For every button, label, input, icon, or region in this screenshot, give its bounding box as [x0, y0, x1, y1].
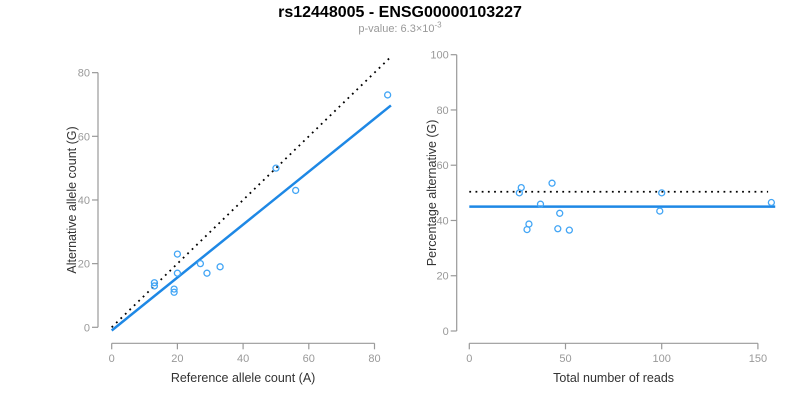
data-point [658, 189, 666, 197]
percentage-alternative-scatter: 0 50 100 150 0 20 40 60 80 100 Total number of rea… [425, 50, 776, 385]
y-tick-label: 0 [443, 326, 449, 338]
x-tick-label: 0 [466, 353, 472, 365]
y-tick-label: 20 [436, 271, 448, 283]
data-point [383, 91, 392, 99]
x-tick-label: 100 [653, 353, 671, 365]
x-tick-label: 60 [303, 353, 315, 365]
data-point [170, 288, 178, 296]
regression-line [110, 104, 392, 332]
data-point [536, 200, 545, 208]
data-point [767, 198, 776, 207]
x-tick-label: 50 [559, 353, 571, 365]
subtitle-text: p-value: 6.3×10 [358, 23, 435, 35]
y-tick-label: 40 [436, 215, 448, 227]
y-axis-title: Percentage alternative (G) [425, 120, 439, 267]
data-point [548, 179, 556, 187]
data-point [173, 250, 182, 258]
data-point [173, 269, 182, 277]
x-tick-label: 40 [237, 353, 249, 365]
subtitle-exponent: -3 [434, 20, 442, 30]
y-tick-label: 60 [436, 160, 448, 172]
data-point [150, 282, 159, 290]
y-tick-label: 80 [78, 68, 90, 80]
plot-subtitle: p-value: 6.3×10-3 [0, 20, 800, 35]
data-point [523, 225, 531, 234]
x-tick-label: 80 [368, 353, 380, 365]
allele-count-scatter: 0 20 40 60 80 0 20 40 60 80 Reference allele count… [65, 56, 392, 385]
x-tick-label: 0 [109, 353, 115, 365]
plot-title: rs12448005 - ENSG00000103227 [278, 4, 522, 21]
x-axis-title: Reference allele count (A) [171, 371, 316, 385]
data-point [216, 263, 224, 271]
y-tick-label: 20 [78, 259, 90, 271]
x-tick-label: 150 [749, 353, 767, 365]
y-tick-label: 100 [430, 50, 448, 62]
y-axis-title: Alternative allele count (G) [65, 126, 79, 273]
data-point [203, 269, 211, 277]
data-point [565, 226, 573, 234]
y-tick-label: 40 [78, 195, 90, 207]
data-point [554, 225, 562, 233]
data-point [556, 209, 564, 217]
x-axis-title: Total number of reads [553, 371, 674, 385]
data-point [196, 259, 205, 268]
y-tick-label: 80 [436, 105, 448, 117]
x-tick-label: 20 [171, 353, 183, 365]
data-point [170, 285, 178, 293]
data-point [656, 207, 664, 215]
data-point [272, 164, 280, 172]
identity-line [111, 56, 392, 328]
y-tick-label: 0 [84, 322, 90, 334]
data-point [515, 189, 523, 197]
data-point [150, 279, 159, 287]
data-point [292, 186, 300, 195]
y-tick-label: 60 [78, 131, 90, 143]
